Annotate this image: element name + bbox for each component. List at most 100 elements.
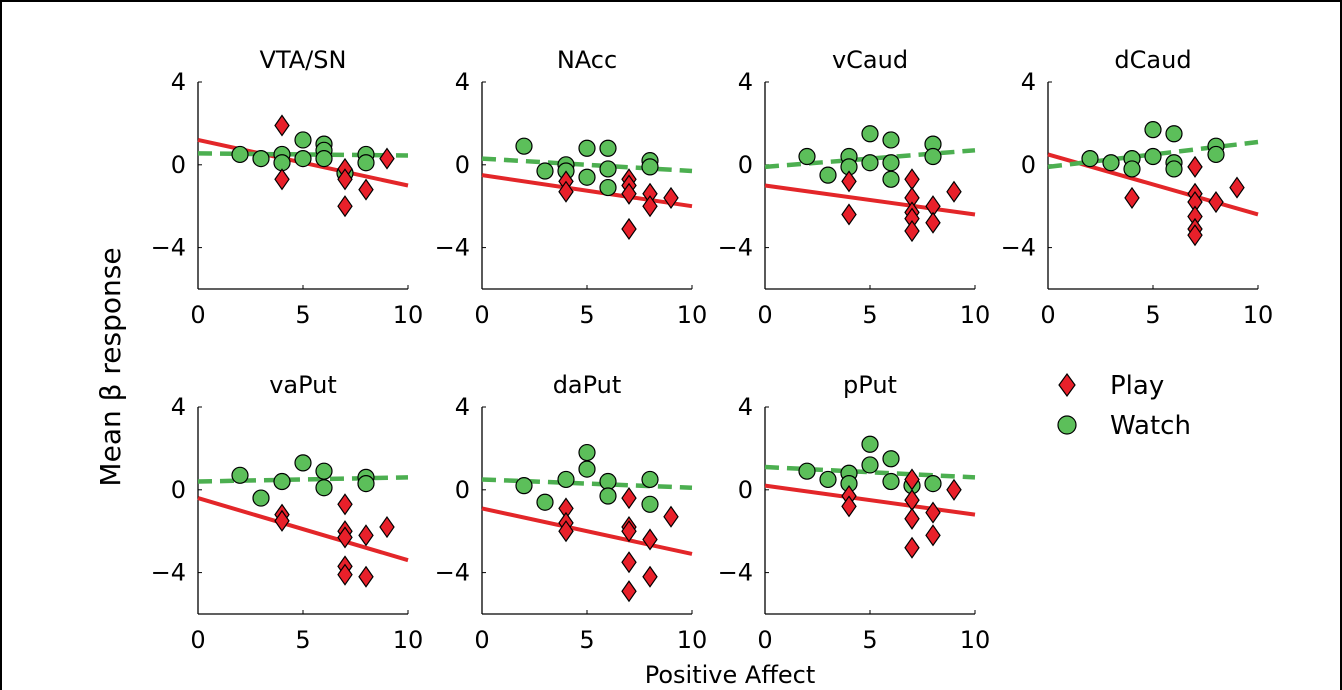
panel-dcaud-watch-point-0 — [1081, 149, 1099, 168]
panel-vcaud-play-point-6 — [904, 219, 920, 243]
panel-vta-sn-watch-point-11 — [357, 154, 375, 172]
panel-pput-play-point-5 — [904, 536, 920, 559]
panel-daput-play-point-3 — [621, 487, 637, 510]
panel-pput-watch-point-7 — [882, 472, 900, 491]
panel-pput-ytick-label-1: 0 — [738, 476, 753, 504]
panel-vaput-watch-point-1 — [252, 489, 270, 507]
panel-vta-sn-ytick-label-2: −4 — [151, 234, 186, 262]
panel-vaput-title: vaPut — [269, 371, 337, 399]
panel-nacc-ytick-label-1: 0 — [455, 151, 470, 179]
panel-vaput-watch-point-4 — [315, 462, 333, 480]
panel-daput-watch-point-5 — [599, 472, 617, 491]
panel-dcaud: dCaud 0 5 10 4 0 −4 — [1001, 46, 1274, 329]
panel-vta-sn-play-point-5 — [358, 178, 374, 201]
panel-nacc-watch-point-10 — [641, 158, 659, 176]
panel-vcaud-watch-point-7 — [882, 154, 900, 172]
y-axis-label: Mean β response — [94, 247, 127, 486]
panel-vcaud-play-point-9 — [946, 180, 962, 203]
panel-pput-xtick-label-0: 0 — [757, 626, 772, 654]
panel-pput-ytick-label-0: 4 — [738, 393, 753, 421]
panel-nacc-watch-point-1 — [536, 162, 554, 180]
panel-vta-sn-play-point-4 — [337, 195, 353, 218]
panel-daput-play-point-8 — [642, 528, 658, 551]
panel-vta-sn-watch-point-5 — [294, 149, 312, 168]
panel-daput-play-point-5 — [621, 520, 637, 543]
panel-dcaud-watch-point-8 — [1165, 160, 1183, 178]
panel-daput-watch-point-6 — [599, 487, 617, 505]
panel-vcaud-watch-point-8 — [882, 170, 900, 188]
panel-vaput-play-point-2 — [337, 493, 353, 516]
panel-vcaud-watch-point-0 — [798, 147, 816, 166]
panel-vta-sn-play-point-3 — [337, 168, 353, 191]
panel-daput-title: daPut — [553, 371, 622, 399]
panel-pput-play-point-7 — [925, 524, 941, 547]
panel-dcaud-ytick-label-0: 4 — [1021, 68, 1036, 96]
panel-vta-sn-play-point-6 — [379, 147, 395, 170]
panel-vcaud-title: vCaud — [832, 46, 908, 74]
panel-vta-sn-watch-point-1 — [252, 149, 270, 168]
panel-vaput-watch-fit-line — [197, 475, 409, 484]
panel-daput-xtick-label-1: 5 — [579, 626, 594, 654]
panel-nacc-play-point-1 — [558, 180, 574, 203]
panel-dcaud-play-point-7 — [1208, 191, 1224, 214]
panel-pput-watch-point-4 — [861, 435, 879, 453]
panel-vaput-play-point-4 — [337, 526, 353, 549]
panel-vaput-watch-point-5 — [315, 479, 333, 497]
panel-daput-watch-fit-line — [481, 477, 693, 490]
panel-nacc-watch-point-4 — [578, 139, 596, 157]
panel-pput-xtick-label-2: 10 — [960, 626, 991, 654]
panel-vta-sn-watch-point-4 — [294, 131, 312, 149]
panel-daput-watch-point-7 — [641, 470, 659, 489]
panel-daput-watch-point-0 — [515, 477, 533, 495]
panel-dcaud-watch-point-5 — [1144, 147, 1162, 166]
panel-pput-play-point-1 — [841, 495, 857, 518]
panel-pput-play-point-8 — [946, 478, 962, 501]
panel-pput-watch-point-0 — [798, 462, 816, 480]
panel-dcaud-play-point-8 — [1229, 176, 1245, 199]
panel-vta-sn-watch-point-0 — [231, 145, 249, 164]
panel-daput-ytick-label-0: 4 — [455, 393, 470, 421]
panel-vta-sn-xtick-label-0: 0 — [190, 301, 205, 329]
legend-watch-circle-icon — [1057, 415, 1077, 435]
panel-pput-title: pPut — [843, 371, 897, 399]
panel-vta-sn-ytick-label-1: 0 — [171, 151, 186, 179]
panel-daput: daPut 0 5 10 4 0 −4 — [435, 371, 708, 654]
panel-vaput-play-point-9 — [379, 516, 395, 539]
panel-nacc-watch-fit-line — [481, 156, 693, 174]
panel-dcaud-ytick-label-1: 0 — [1021, 151, 1036, 179]
panel-pput-xtick-label-1: 5 — [862, 626, 877, 654]
panel-nacc-title: NAcc — [557, 46, 617, 74]
panel-nacc-xtick-label-1: 5 — [579, 301, 594, 329]
panel-nacc-xtick-label-2: 10 — [677, 301, 708, 329]
panel-vta-sn-play-point-0 — [274, 114, 290, 137]
panel-vcaud-ytick-label-1: 0 — [738, 151, 753, 179]
panel-vcaud-watch-point-5 — [861, 154, 879, 172]
panel-pput-play-fit-line — [764, 483, 976, 517]
panel-daput-xtick-label-2: 10 — [677, 626, 708, 654]
panel-daput-play-point-6 — [621, 551, 637, 574]
panel-nacc-watch-point-6 — [599, 139, 617, 157]
panel-vaput-play-fit-line — [197, 496, 409, 563]
panel-nacc: NAcc 0 5 10 4 0 −4 — [435, 46, 708, 329]
panel-vcaud-xtick-label-2: 10 — [960, 301, 991, 329]
panel-vcaud-play-fit-line — [764, 183, 976, 217]
panel-vcaud-play-point-2 — [904, 168, 920, 191]
panel-vaput-watch-point-0 — [231, 466, 249, 484]
panel-vaput-watch-point-7 — [357, 474, 375, 493]
panel-vaput: vaPut 0 5 10 4 0 −4 — [151, 371, 424, 654]
panel-vcaud-ytick-label-2: −4 — [718, 234, 753, 262]
panel-vaput-watch-point-2 — [273, 472, 291, 491]
panel-daput-ytick-label-2: −4 — [435, 559, 470, 587]
panel-vaput-play-point-7 — [358, 524, 374, 547]
panel-vta-sn-title: VTA/SN — [260, 46, 347, 74]
panel-nacc-watch-point-0 — [515, 137, 533, 155]
panel-vta-sn-ytick-label-0: 4 — [171, 68, 186, 96]
panel-nacc-play-point-4 — [621, 182, 637, 205]
panel-dcaud-play-point-0 — [1124, 186, 1140, 209]
panel-vcaud-watch-point-6 — [882, 131, 900, 149]
panel-daput-ytick-label-1: 0 — [455, 476, 470, 504]
panel-pput-watch-point-1 — [819, 470, 837, 489]
panel-nacc-play-point-7 — [642, 195, 658, 218]
panel-vcaud-watch-fit-line — [764, 148, 976, 170]
